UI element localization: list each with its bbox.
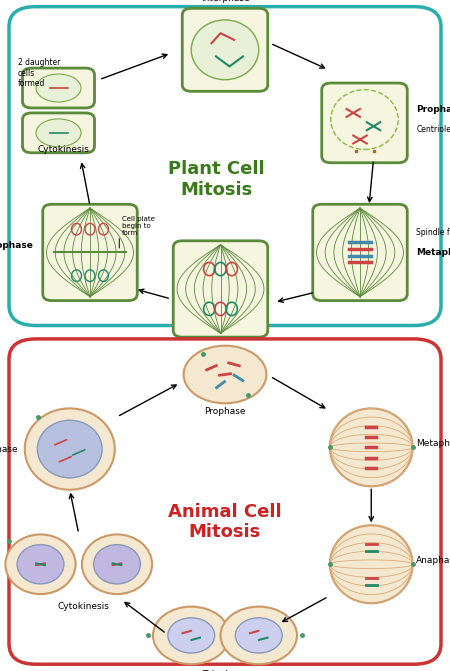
Text: Metaphase: Metaphase — [416, 248, 450, 257]
Text: Telophase: Telophase — [0, 242, 34, 250]
Ellipse shape — [330, 409, 413, 486]
Ellipse shape — [220, 607, 297, 664]
Text: Interphase: Interphase — [201, 0, 249, 3]
Ellipse shape — [191, 20, 259, 80]
FancyBboxPatch shape — [313, 204, 407, 301]
Ellipse shape — [330, 525, 413, 603]
Text: Telophase: Telophase — [202, 670, 248, 671]
Ellipse shape — [36, 74, 81, 102]
Ellipse shape — [5, 534, 76, 594]
Text: Prophase: Prophase — [204, 407, 246, 416]
Ellipse shape — [168, 618, 215, 653]
Ellipse shape — [153, 607, 230, 664]
FancyBboxPatch shape — [173, 241, 268, 337]
Ellipse shape — [94, 545, 140, 584]
FancyBboxPatch shape — [22, 68, 94, 108]
Text: Cytokinesis: Cytokinesis — [37, 145, 89, 154]
Text: Cell plate
begin to
form: Cell plate begin to form — [122, 216, 154, 236]
Ellipse shape — [37, 420, 102, 478]
Text: Cytokinesis: Cytokinesis — [57, 602, 109, 611]
Text: Interphase: Interphase — [0, 445, 18, 454]
Text: Metaphase: Metaphase — [416, 440, 450, 448]
FancyBboxPatch shape — [182, 8, 268, 91]
Ellipse shape — [25, 409, 115, 490]
Text: Anaphase: Anaphase — [198, 346, 243, 355]
Text: Animal Cell
Mitosis: Animal Cell Mitosis — [168, 503, 282, 541]
FancyBboxPatch shape — [322, 83, 407, 163]
FancyBboxPatch shape — [9, 339, 441, 664]
Ellipse shape — [184, 346, 266, 403]
FancyBboxPatch shape — [9, 7, 441, 325]
Text: Anaphase: Anaphase — [416, 556, 450, 566]
Text: 2 daughter
cells
formed: 2 daughter cells formed — [18, 58, 60, 88]
FancyBboxPatch shape — [22, 113, 94, 153]
Text: Prophase: Prophase — [416, 105, 450, 114]
Ellipse shape — [235, 618, 282, 653]
Ellipse shape — [82, 534, 152, 594]
Ellipse shape — [36, 119, 81, 147]
FancyBboxPatch shape — [43, 204, 137, 301]
Text: Plant Cell
Mitosis: Plant Cell Mitosis — [168, 160, 264, 199]
Text: Spindle fiber: Spindle fiber — [416, 228, 450, 237]
Text: Centrioles: Centrioles — [416, 125, 450, 134]
Ellipse shape — [17, 545, 64, 584]
